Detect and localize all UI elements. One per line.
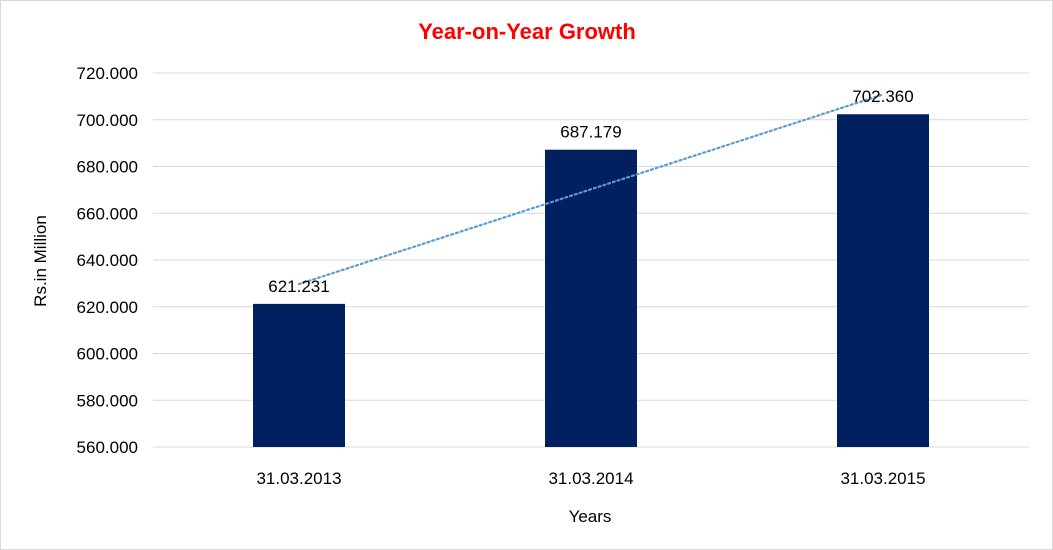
- y-tick-label: 640.000: [77, 251, 138, 270]
- y-tick-label: 680.000: [77, 158, 138, 177]
- x-axis-label: Years: [569, 507, 612, 526]
- y-tick-label: 600.000: [77, 345, 138, 364]
- x-tick-label: 31.03.2015: [840, 469, 925, 488]
- x-tick-label: 31.03.2014: [548, 469, 633, 488]
- y-tick-label: 580.000: [77, 391, 138, 410]
- bar: [545, 149, 637, 447]
- y-tick-label: 660.000: [77, 204, 138, 223]
- bar: [837, 114, 929, 448]
- y-tick-labels: 560.000 580.000 600.000 620.000 640.000 660.0…: [77, 64, 138, 457]
- trendline-path: [297, 93, 885, 286]
- data-label: 687.179: [560, 123, 621, 142]
- bars: [253, 114, 929, 448]
- data-label: 621.231: [268, 277, 329, 296]
- x-tick-labels: 31.03.2013 31.03.2014 31.03.2015: [256, 469, 925, 488]
- y-tick-label: 700.000: [77, 111, 138, 130]
- y-tick-label: 560.000: [77, 438, 138, 457]
- y-tick-label: 620.000: [77, 298, 138, 317]
- trendline: [297, 93, 885, 286]
- data-labels: 621.231 687.179 702.360: [268, 87, 913, 296]
- y-axis-label: Rs.in Million: [31, 215, 50, 307]
- y-tick-label: 720.000: [77, 64, 138, 83]
- x-tick-label: 31.03.2013: [256, 469, 341, 488]
- data-label: 702.360: [852, 87, 913, 106]
- chart-title: Year-on-Year Growth: [418, 19, 636, 44]
- bar: [253, 303, 345, 447]
